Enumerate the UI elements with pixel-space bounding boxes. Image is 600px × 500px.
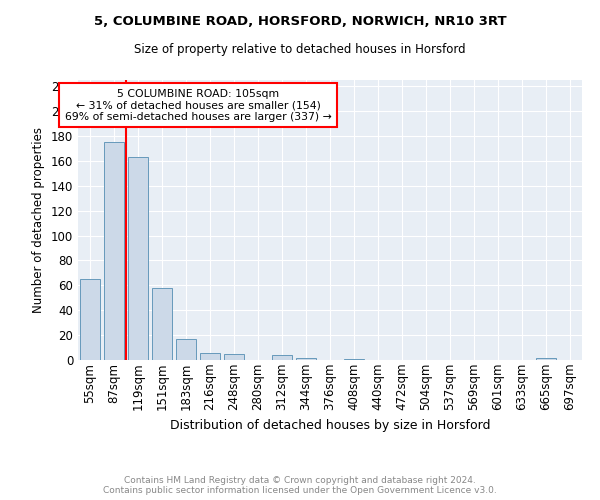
Bar <box>152 288 172 360</box>
Text: 5 COLUMBINE ROAD: 105sqm
← 31% of detached houses are smaller (154)
69% of semi-: 5 COLUMBINE ROAD: 105sqm ← 31% of detach… <box>65 88 331 122</box>
Bar <box>344 359 364 360</box>
Bar <box>128 157 148 360</box>
Text: Size of property relative to detached houses in Horsford: Size of property relative to detached ho… <box>134 42 466 56</box>
Text: Contains HM Land Registry data © Crown copyright and database right 2024.
Contai: Contains HM Land Registry data © Crown c… <box>103 476 497 495</box>
Bar <box>296 358 316 360</box>
Y-axis label: Number of detached properties: Number of detached properties <box>32 127 45 313</box>
Bar <box>80 279 100 360</box>
Bar <box>272 355 292 360</box>
X-axis label: Distribution of detached houses by size in Horsford: Distribution of detached houses by size … <box>170 418 490 432</box>
Text: 5, COLUMBINE ROAD, HORSFORD, NORWICH, NR10 3RT: 5, COLUMBINE ROAD, HORSFORD, NORWICH, NR… <box>94 15 506 28</box>
Bar <box>536 358 556 360</box>
Bar <box>200 352 220 360</box>
Bar <box>176 339 196 360</box>
Bar <box>104 142 124 360</box>
Bar <box>224 354 244 360</box>
